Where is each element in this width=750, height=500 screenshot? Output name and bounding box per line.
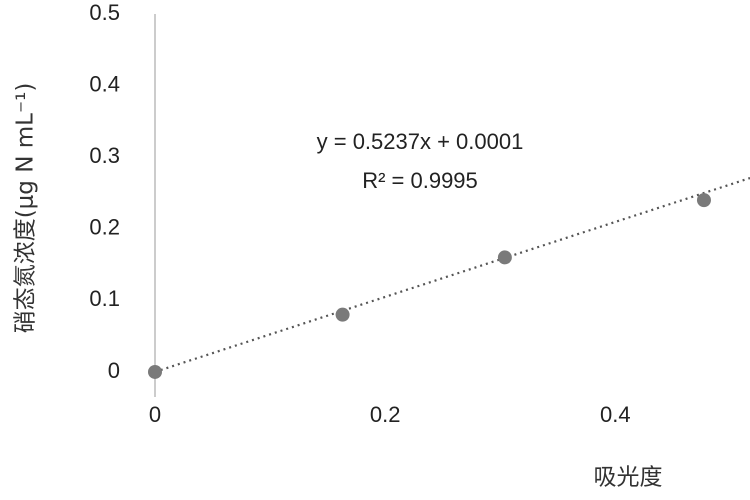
y-tick-label: 0: [108, 358, 120, 383]
data-point: [335, 307, 350, 322]
data-point: [696, 193, 711, 208]
r-squared: R² = 0.9995: [362, 168, 478, 193]
x-axis-title: 吸光度: [594, 465, 663, 491]
x-tick-label: 0: [149, 402, 161, 427]
trendline-equation: y = 0.5237x + 0.0001: [317, 129, 524, 154]
x-tick-label: 0.2: [370, 402, 401, 427]
y-tick-label: 0.1: [89, 286, 120, 311]
data-point: [497, 250, 512, 265]
y-axis-title: 硝态氮浓度(μg N mL⁻¹): [13, 83, 39, 334]
y-tick-label: 0.4: [89, 71, 120, 96]
x-tick-label: 0.4: [600, 402, 631, 427]
data-point: [148, 364, 162, 379]
trendline: [154, 176, 750, 373]
y-tick-label: 0.3: [89, 143, 120, 168]
y-tick-label: 0.2: [89, 215, 120, 240]
y-tick-label: 0.5: [89, 0, 120, 25]
